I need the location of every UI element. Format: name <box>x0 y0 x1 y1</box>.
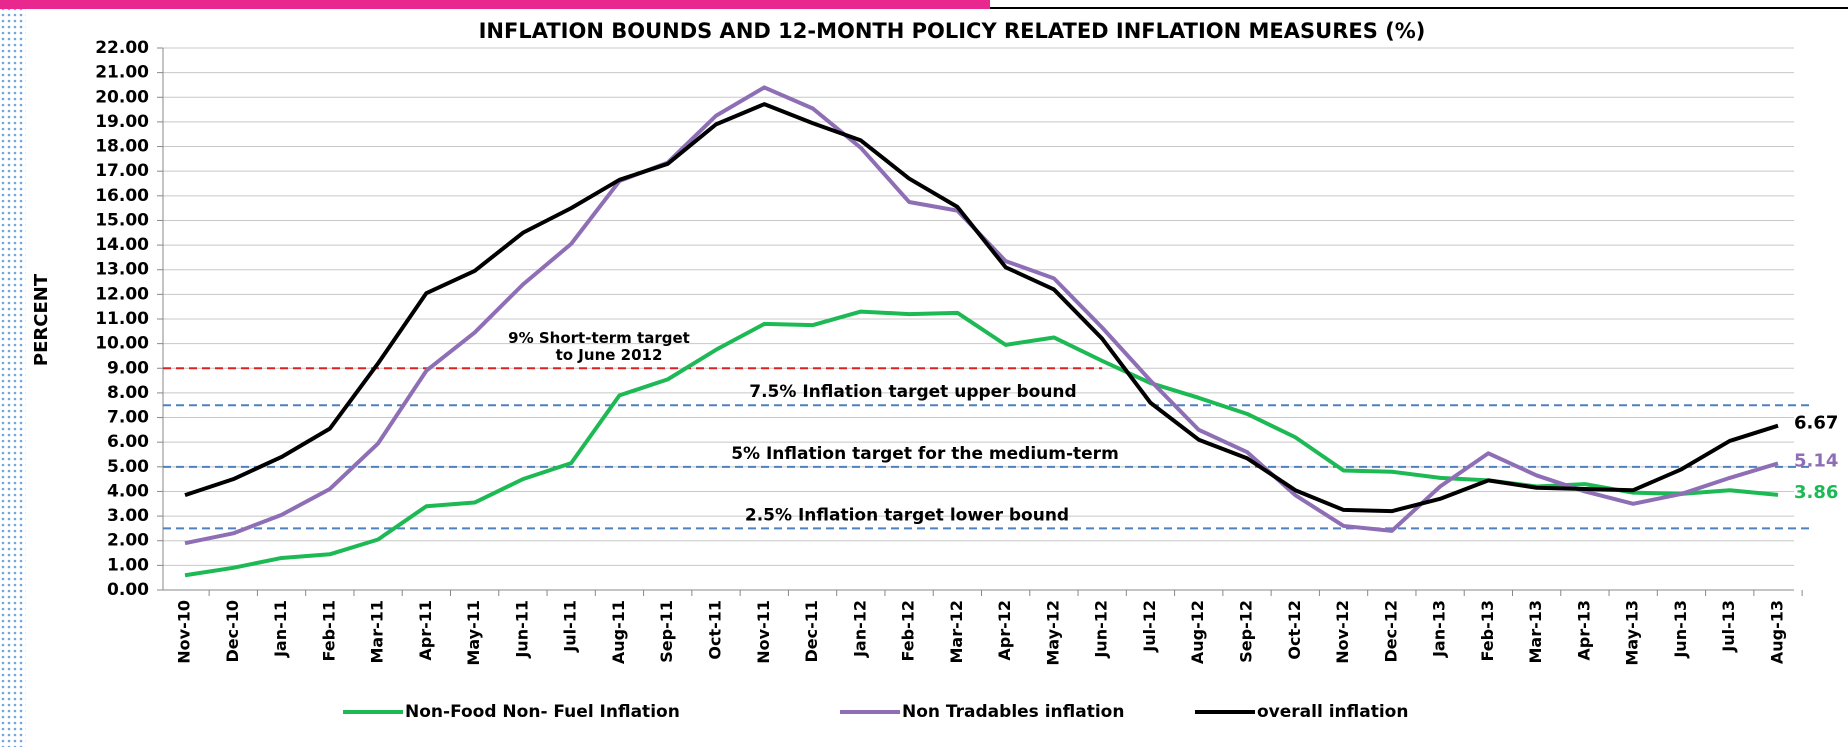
x-tick-label: Oct-11 <box>706 600 725 660</box>
end-label: 6.67 <box>1794 413 1838 434</box>
y-tick-label: 4.00 <box>107 481 149 501</box>
reference-label: 9% Short-term target <box>508 329 690 347</box>
x-tick-label: Jul-13 <box>1719 600 1738 653</box>
x-tick-label: Apr-12 <box>995 600 1014 661</box>
x-tick-label: Jun-12 <box>1092 600 1111 659</box>
x-tick-label: Jan-13 <box>1430 600 1449 658</box>
x-tick-label: Jul-12 <box>1140 600 1159 653</box>
x-tick-label: May-12 <box>1043 600 1062 666</box>
y-tick-label: 20.00 <box>95 87 149 107</box>
reference-label: 2.5% Inflation target lower bound <box>745 505 1069 525</box>
x-tick-label: May-13 <box>1623 600 1642 666</box>
y-tick-label: 22.00 <box>95 38 149 58</box>
end-label: 3.86 <box>1794 482 1838 503</box>
end-label: 5.14 <box>1794 450 1838 471</box>
y-tick-label: 12.00 <box>95 284 149 304</box>
y-tick-label: 11.00 <box>95 309 149 329</box>
y-tick-label: 19.00 <box>95 112 149 132</box>
x-tick-label: Feb-11 <box>319 600 338 662</box>
y-tick-label: 14.00 <box>95 235 149 255</box>
x-tick-label: Dec-11 <box>802 600 821 663</box>
x-tick-label: Mar-11 <box>368 600 387 664</box>
x-tick-label: Sep-11 <box>657 600 676 663</box>
x-tick-label: Apr-11 <box>416 600 435 661</box>
x-tick-label: Jan-12 <box>850 600 869 658</box>
x-tick-label: Jul-11 <box>561 600 580 653</box>
chart-title: INFLATION BOUNDS AND 12-MONTH POLICY REL… <box>479 19 1426 43</box>
legend-label: Non Tradables inflation <box>902 702 1124 722</box>
x-tick-label: Jun-11 <box>512 600 531 659</box>
x-tick-label: Nov-11 <box>754 600 773 664</box>
y-tick-label: 1.00 <box>107 555 149 575</box>
x-tick-label: Mar-13 <box>1526 600 1545 664</box>
y-axis-label: PERCENT <box>31 273 52 366</box>
x-tick-label: Jan-11 <box>271 600 290 658</box>
y-tick-label: 8.00 <box>107 383 149 403</box>
x-tick-label: Feb-12 <box>899 600 918 662</box>
x-tick-label: Aug-13 <box>1768 600 1787 664</box>
reference-label: 7.5% Inflation target upper bound <box>749 382 1076 402</box>
x-tick-label: Aug-11 <box>609 600 628 664</box>
x-tick-label: Dec-10 <box>223 600 242 663</box>
x-tick-label: Mar-12 <box>947 600 966 664</box>
y-tick-label: 7.00 <box>107 408 149 428</box>
y-tick-label: 16.00 <box>95 186 149 206</box>
x-tick-label: Aug-12 <box>1188 600 1207 664</box>
y-tick-label: 10.00 <box>95 334 149 354</box>
x-tick-label: Jun-13 <box>1671 600 1690 659</box>
x-tick-label: Apr-13 <box>1574 600 1593 661</box>
legend-label: overall inflation <box>1257 702 1408 722</box>
y-tick-label: 6.00 <box>107 432 149 452</box>
reference-label: 5% Inflation target for the medium-term <box>731 444 1119 464</box>
top-bar <box>0 0 990 9</box>
x-tick-label: Feb-13 <box>1478 600 1497 662</box>
reference-label: to June 2012 <box>556 346 663 364</box>
x-tick-label: May-11 <box>464 600 483 666</box>
y-tick-label: 9.00 <box>107 358 149 378</box>
series-line <box>184 102 1779 514</box>
y-tick-label: 21.00 <box>95 63 149 83</box>
legend-label: Non-Food Non- Fuel Inflation <box>405 702 680 722</box>
x-tick-label: Nov-12 <box>1333 600 1352 664</box>
y-tick-label: 5.00 <box>107 457 149 477</box>
y-tick-label: 0.00 <box>107 580 149 600</box>
y-tick-label: 18.00 <box>95 137 149 157</box>
x-tick-label: Dec-12 <box>1381 600 1400 663</box>
y-tick-label: 13.00 <box>95 260 149 280</box>
x-tick-label: Sep-12 <box>1237 600 1256 663</box>
x-tick-label: Nov-10 <box>175 600 194 664</box>
side-decoration <box>0 0 26 747</box>
y-tick-label: 3.00 <box>107 506 149 526</box>
y-tick-label: 17.00 <box>95 161 149 181</box>
y-tick-label: 2.00 <box>107 531 149 551</box>
y-tick-label: 15.00 <box>95 210 149 230</box>
x-tick-label: Oct-12 <box>1285 600 1304 660</box>
